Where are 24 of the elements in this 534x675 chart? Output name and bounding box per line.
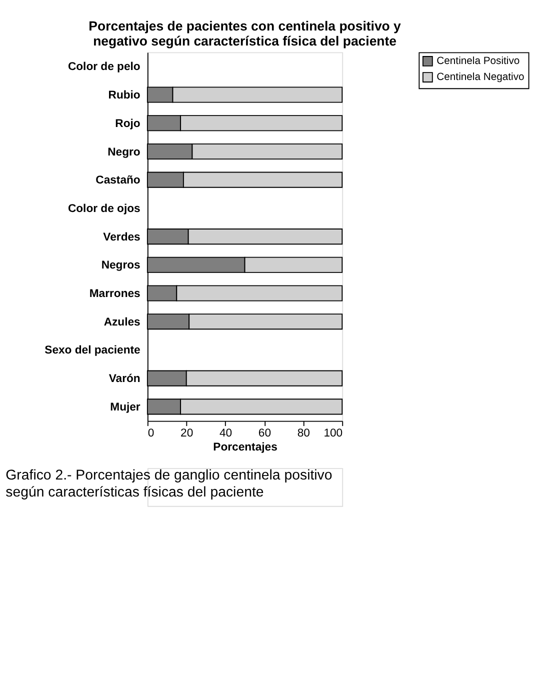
x-axis-title: Porcentajes xyxy=(213,442,278,454)
x-tick-label: 20 xyxy=(180,427,194,440)
y-tick-label: Verdes xyxy=(103,231,140,244)
x-tick-label: 60 xyxy=(258,427,272,440)
y-tick-label: Color de ojos xyxy=(68,202,140,215)
x-tick-label: 0 xyxy=(148,427,154,440)
chart-title: Porcentajes de pacientes con centinela positivo y negativo según característica física del paciente xyxy=(88,18,402,49)
y-tick-label: Mujer xyxy=(110,401,141,414)
legend-label: Centinela Negativo xyxy=(436,72,525,84)
y-tick-label: Negro xyxy=(108,146,140,158)
y-tick-label: Azules xyxy=(104,316,140,328)
y-tick-label: Varón xyxy=(108,373,140,386)
text: Grafico 2.- Porcentajes de ganglio centinela positivo según características físicas del paciente xyxy=(6,467,332,500)
x-tick-label: 40 xyxy=(219,427,232,440)
y-tick-label: Castaño xyxy=(96,174,140,187)
y-tick-label: Negros xyxy=(101,260,140,272)
y-tick-label: Rojo xyxy=(115,118,140,130)
y-tick-label: Color de pelo xyxy=(68,61,140,74)
x-tick-label: 100 xyxy=(324,427,343,440)
y-tick-label: Rubio xyxy=(108,90,140,102)
legend-label: Centinela Positivo xyxy=(436,56,520,68)
x-tick-label: 80 xyxy=(297,427,310,440)
y-tick-label: Marrones xyxy=(89,288,140,300)
y-tick-label: Sexo del paciente xyxy=(44,344,140,357)
